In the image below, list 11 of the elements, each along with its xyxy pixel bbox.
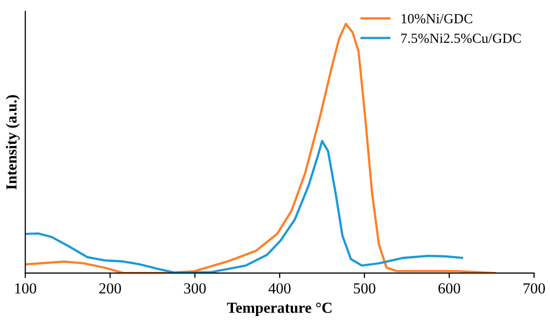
x-tick-label: 100 [15,283,36,294]
x-tick-label: 700 [524,283,545,294]
x-tick-label: 300 [184,283,206,294]
x-tick-label: 500 [354,283,376,294]
x-tick-label: 600 [438,283,460,294]
x-tick-label: 400 [268,283,291,294]
legend-label: 10%Ni/GDC [402,14,472,24]
x-axis-title: Temperature °C [226,302,332,316]
legend-label: 7.5%Ni2.5%Cu/GDC [401,34,521,44]
x-tick-label: 200 [99,283,121,294]
y-axis-title: Intensity (a.u.) [6,95,20,190]
